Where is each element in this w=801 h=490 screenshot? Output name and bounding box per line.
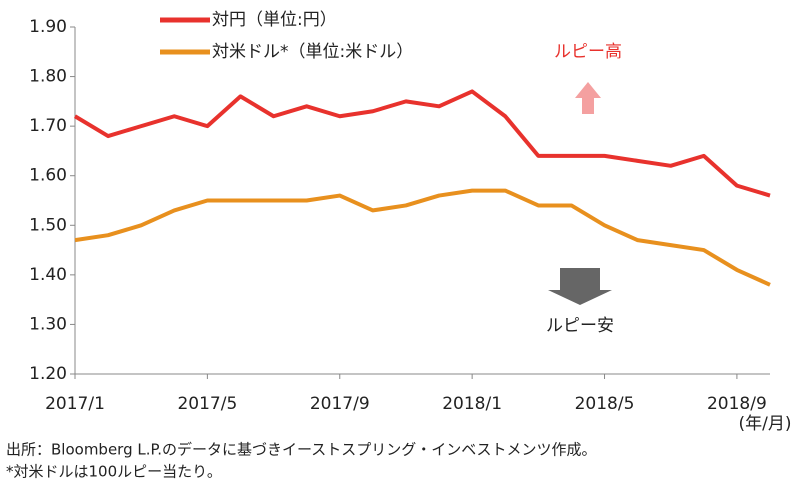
- y-tick-label: 1.30: [29, 314, 67, 334]
- y-tick-label: 1.70: [29, 116, 67, 136]
- up-arrow: [575, 82, 601, 114]
- x-tick-label: 2017/5: [177, 394, 237, 414]
- note: *対米ドルは100ルピー当たり。: [6, 463, 222, 481]
- down-arrow: [548, 268, 612, 305]
- x-unit: (年/月): [739, 414, 792, 434]
- x-tick-label: 2017/1: [45, 394, 105, 414]
- y-tick-label: 1.80: [29, 67, 67, 87]
- y-tick-label: 1.90: [29, 17, 67, 37]
- annotation: ルピー安: [546, 316, 614, 336]
- y-tick-label: 1.40: [29, 265, 67, 285]
- line: [73, 89, 771, 198]
- y-tick-label: 1.20: [29, 364, 67, 384]
- y-tick-label: 1.60: [29, 166, 67, 186]
- x-tick-label: 2017/9: [310, 394, 370, 414]
- y-tick-label: 1.50: [29, 215, 67, 235]
- x-tick-label: 2018/9: [707, 394, 767, 414]
- x-tick-label: 2018/5: [575, 394, 635, 414]
- note: 出所：Bloomberg L.P.のデータに基づきイーストスプリング・インベスト…: [6, 441, 597, 459]
- legend-label: 対円（単位:円）: [212, 10, 337, 30]
- annotation: ルピー高: [554, 42, 622, 62]
- legend-label: 対米ドル*（単位:米ドル）: [212, 42, 413, 62]
- x-tick-label: 2018/1: [442, 394, 502, 414]
- line: [74, 188, 771, 287]
